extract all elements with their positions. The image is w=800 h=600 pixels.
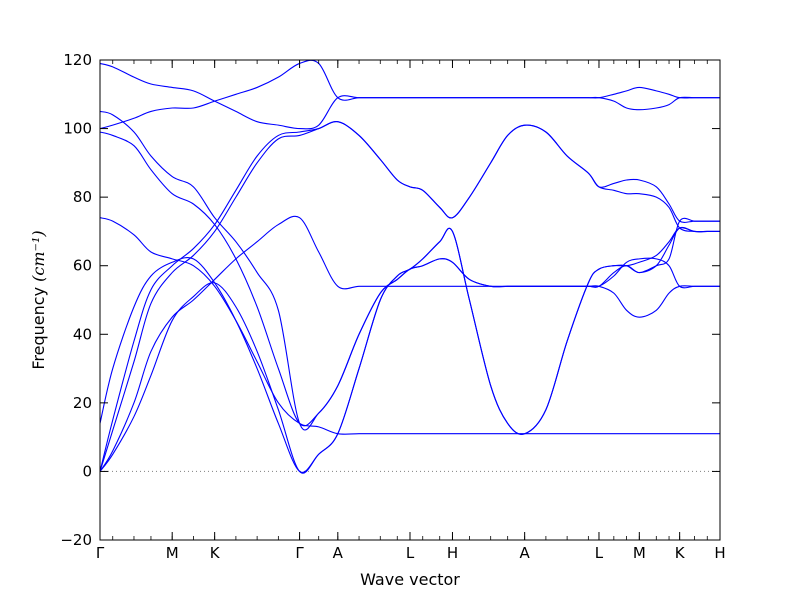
x-tick-label: K: [675, 544, 686, 562]
band-line-8: [99, 110, 720, 431]
y-axis-label: Frequency (cm⁻¹): [29, 230, 48, 369]
band-lines-group: [99, 59, 720, 474]
y-tick-label: 20: [73, 394, 92, 412]
y-tick-label: 80: [73, 188, 92, 206]
x-tick-label: L: [595, 544, 604, 562]
y-tick-label: 120: [63, 51, 92, 69]
x-tick-label: M: [166, 544, 179, 562]
x-tick-label: K: [210, 544, 221, 562]
band-line-2: [99, 121, 720, 472]
x-tick-label: Γ: [96, 544, 105, 562]
x-tick-label: A: [333, 544, 344, 562]
x-tick-label: L: [406, 544, 415, 562]
y-axis-unit: (cm⁻¹): [29, 230, 48, 281]
y-tick-label: 60: [73, 257, 92, 275]
x-tick-label: Γ: [295, 544, 304, 562]
x-tick-label: H: [714, 544, 725, 562]
plot-area: [100, 60, 720, 540]
y-tick-label: 40: [73, 325, 92, 343]
y-axis-label-text: Frequency: [29, 287, 48, 370]
y-tick-label: −20: [60, 531, 92, 549]
plot-frame: [99, 59, 721, 541]
band-line-3: [99, 215, 720, 472]
band-line-10: [99, 62, 720, 130]
x-tick-label: H: [447, 544, 458, 562]
y-tick-label: 100: [63, 120, 92, 138]
band-line-6: [99, 217, 720, 435]
x-tick-label: M: [633, 544, 646, 562]
x-tick-label: A: [520, 544, 531, 562]
x-axis-label: Wave vector: [360, 570, 460, 589]
y-tick-label: 0: [82, 462, 92, 480]
